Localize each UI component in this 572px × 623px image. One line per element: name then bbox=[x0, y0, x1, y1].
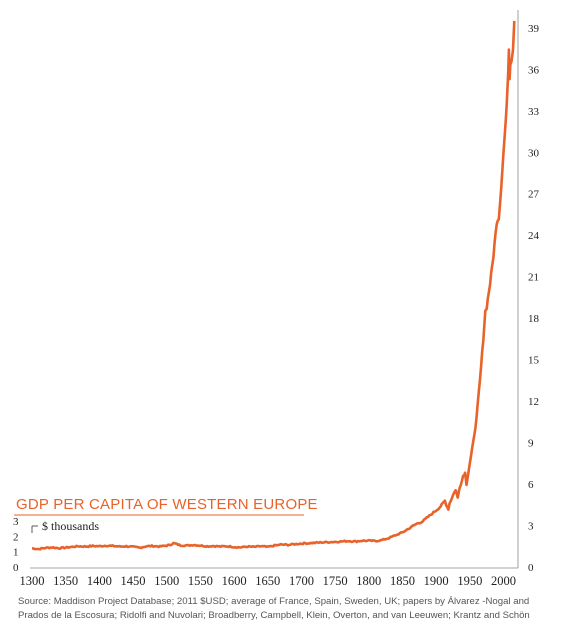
y-tick-label-right: 39 bbox=[528, 23, 540, 35]
y-tick-label-right: 36 bbox=[528, 64, 540, 76]
x-tick-label: 1350 bbox=[53, 574, 78, 588]
y-tick-label-left: 2 bbox=[13, 531, 19, 543]
x-tick-label: 1400 bbox=[87, 574, 112, 588]
x-tick-label: 1800 bbox=[356, 574, 381, 588]
y-tick-label-right: 18 bbox=[528, 313, 540, 325]
gdp-series-line bbox=[31, 20, 516, 551]
y-ticks-left: 0 1 2 3 bbox=[13, 516, 19, 574]
chart-title: GDP PER CAPITA OF WESTERN EUROPE bbox=[16, 496, 318, 513]
x-tick-label: 1500 bbox=[154, 574, 179, 588]
x-tick-label: 2000 bbox=[491, 574, 516, 588]
unit-label: $ thousands bbox=[42, 519, 99, 533]
gdp-chart: 1300 1350 1400 1450 1500 1550 1600 1650 1700 1750… bbox=[13, 10, 540, 588]
y-tick-label-right: 33 bbox=[528, 106, 540, 118]
chart-axes bbox=[30, 10, 519, 569]
y-tick-label-right: 24 bbox=[528, 230, 540, 242]
y-tick-label-right: 30 bbox=[528, 147, 540, 159]
x-tick-label: 1650 bbox=[255, 574, 280, 588]
x-ticks: 1300 1350 1400 1450 1500 1550 1600 1650 1700 1750… bbox=[20, 574, 517, 588]
y-tick-label-right: 21 bbox=[528, 272, 539, 284]
x-tick-label: 1700 bbox=[289, 574, 314, 588]
x-tick-label: 1900 bbox=[424, 574, 449, 588]
y-tick-label-left: 3 bbox=[13, 516, 19, 528]
x-tick-label: 1550 bbox=[188, 574, 213, 588]
y-tick-label-right: 3 bbox=[528, 521, 534, 533]
y-tick-label-right: 15 bbox=[528, 355, 540, 367]
y-tick-label-right: 6 bbox=[528, 479, 534, 491]
y-tick-label-right: 9 bbox=[528, 438, 534, 450]
x-tick-label: 1600 bbox=[222, 574, 247, 588]
x-tick-label: 1450 bbox=[121, 574, 146, 588]
y-tick-label-right: 0 bbox=[528, 562, 534, 574]
y-tick-label-left: 1 bbox=[13, 547, 19, 559]
x-tick-label: 1950 bbox=[457, 574, 482, 588]
x-tick-label: 1750 bbox=[323, 574, 348, 588]
x-tick-label: 1300 bbox=[20, 574, 45, 588]
y-tick-label-left: 0 bbox=[13, 562, 19, 574]
source-note: Source: Maddison Project Database; 2011 … bbox=[18, 596, 530, 621]
y-tick-label-right: 12 bbox=[528, 396, 539, 408]
x-tick-label: 1850 bbox=[390, 574, 415, 588]
y-tick-label-right: 27 bbox=[528, 189, 540, 201]
